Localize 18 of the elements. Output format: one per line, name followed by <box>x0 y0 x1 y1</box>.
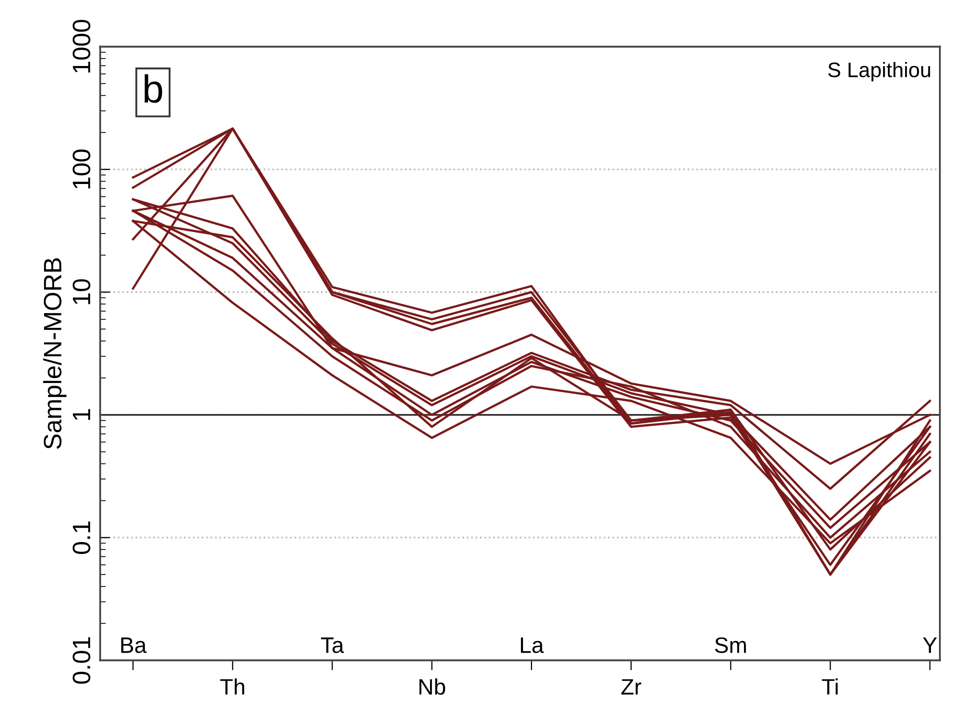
y-tick-label: 0.01 <box>72 637 90 684</box>
annotation: S Lapithiou <box>828 62 930 82</box>
y-tick-label: 0.1 <box>72 521 90 554</box>
x-tick-label: Y <box>923 638 937 653</box>
x-tick-label: Sm <box>715 637 746 654</box>
x-tick-label: Ti <box>822 678 838 694</box>
x-tick-label: Zr <box>621 679 642 694</box>
x-tick-label: Th <box>220 678 244 694</box>
x-tick-label: Nb <box>419 678 446 695</box>
y-tick-label: 1000 <box>72 20 90 73</box>
y-tick-label: 1 <box>72 409 90 420</box>
annotation: b <box>144 74 162 103</box>
x-tick-label: Ta <box>321 638 344 654</box>
y-axis-title: Sample/N-MORB <box>43 258 66 449</box>
x-tick-label: La <box>520 638 544 654</box>
x-tick-label: Ba <box>121 638 147 654</box>
y-tick-label: 100 <box>72 150 90 188</box>
y-tick-label: 10 <box>72 279 90 304</box>
